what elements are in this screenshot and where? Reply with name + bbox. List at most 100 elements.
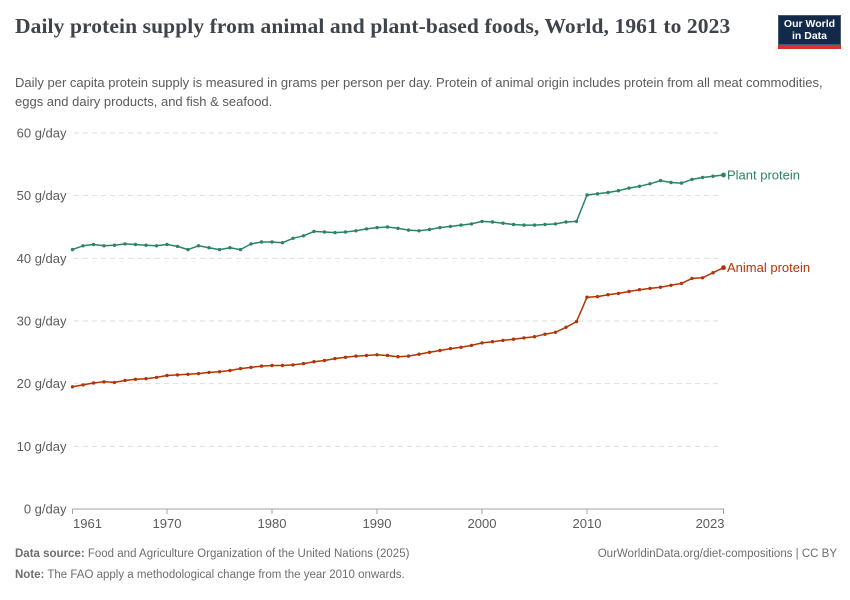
plant-protein-point-2014 — [627, 186, 631, 190]
animal-protein-point-1967 — [133, 377, 138, 381]
animal-protein-point-1981 — [280, 363, 285, 368]
animal-protein-point-2010 — [585, 295, 589, 299]
plant-protein-point-1973 — [196, 244, 201, 248]
animal-protein-point-2012 — [606, 293, 610, 297]
plant-protein-point-2003 — [511, 222, 516, 227]
animal-protein-point-1992 — [396, 355, 400, 359]
x-tick-label-1961: 1961 — [73, 516, 102, 531]
animal-protein-point-2009 — [574, 319, 579, 324]
plant-protein-point-2006 — [543, 222, 547, 227]
plant-protein-point-1987 — [343, 230, 348, 234]
animal-protein-point-1997 — [448, 346, 453, 351]
animal-protein-point-1990 — [375, 353, 379, 357]
plant-protein-point-1971 — [175, 244, 180, 249]
animal-protein-point-1976 — [228, 368, 232, 373]
animal-protein-line[interactable]: Animal protein — [70, 260, 810, 389]
animal-protein-point-1984 — [312, 360, 316, 364]
plant-protein-point-2017 — [658, 178, 663, 183]
plant-protein-point-1994 — [417, 229, 421, 233]
plant-protein-path — [72, 174, 724, 251]
animal-protein-point-1968 — [144, 377, 148, 381]
animal-protein-point-1998 — [459, 345, 463, 349]
animal-protein-path — [72, 267, 724, 388]
y-tick-label-50: 50 g/day — [17, 188, 67, 203]
plant-protein-point-1989 — [364, 227, 369, 231]
animal-protein-point-2005 — [532, 335, 537, 339]
animal-protein-point-1965 — [112, 380, 117, 385]
plant-protein-point-2001 — [490, 220, 495, 224]
animal-protein-point-2011 — [595, 294, 600, 299]
plant-protein-point-1999 — [469, 222, 474, 226]
plant-protein-point-2011 — [595, 192, 600, 196]
plant-protein-point-1981 — [280, 241, 285, 245]
animal-protein-point-1988 — [354, 354, 358, 358]
plant-protein-point-2013 — [616, 189, 621, 193]
owid-logo[interactable]: Our World in Data — [778, 15, 841, 49]
plant-protein-point-1997 — [448, 224, 453, 229]
animal-protein-point-2013 — [616, 291, 621, 296]
animal-protein-point-1994 — [417, 352, 421, 356]
animal-protein-point-1974 — [207, 370, 211, 375]
plant-protein-point-1969 — [154, 244, 159, 248]
chart-area: 10 g/day 20 g/day 30 g/day 40 g/day 50 g/day… — [0, 120, 850, 540]
animal-protein-point-2004 — [522, 336, 526, 340]
page-title: Daily protein supply from animal and pla… — [15, 14, 731, 38]
x-tick-label-2023: 2023 — [696, 516, 725, 531]
data-source-text: Data source: Food and Agriculture Organi… — [15, 547, 409, 562]
animal-protein-point-1986 — [333, 356, 337, 361]
owid-logo-line1: Our World — [783, 18, 836, 30]
plant-protein-point-2004 — [522, 223, 526, 227]
animal-protein-point-2006 — [543, 332, 547, 336]
plant-protein-point-2019 — [679, 181, 684, 185]
plant-protein-point-1977 — [238, 247, 243, 252]
animal-protein-point-1987 — [343, 355, 348, 359]
animal-protein-point-2019 — [679, 281, 684, 286]
animal-protein-point-1963 — [91, 381, 96, 385]
animal-protein-point-1962 — [81, 383, 85, 387]
animal-protein-point-1972 — [186, 372, 190, 376]
plant-protein-point-2023 — [721, 172, 726, 178]
animal-protein-point-2017 — [658, 285, 663, 289]
plant-protein-point-1968 — [144, 243, 148, 247]
animal-protein-point-2007 — [553, 330, 558, 334]
plant-protein-point-1993 — [406, 228, 411, 232]
y-tick-label-60: 60 g/day — [17, 125, 67, 140]
y-tick-label-40: 40 g/day — [17, 251, 67, 266]
plant-protein-point-2021 — [700, 175, 705, 180]
animal-protein-point-2003 — [511, 337, 516, 341]
plant-protein-point-1974 — [207, 246, 211, 250]
plant-protein-point-1986 — [333, 230, 337, 235]
animal-protein-point-1971 — [175, 373, 180, 377]
plant-protein-point-2010 — [585, 193, 589, 197]
note-label: Note: — [15, 569, 45, 581]
animal-protein-point-2016 — [648, 286, 652, 291]
x-tick-label-2000: 2000 — [468, 516, 497, 531]
plant-protein-point-2007 — [553, 222, 558, 226]
animal-protein-point-1982 — [291, 363, 295, 367]
x-tick-label-1990: 1990 — [363, 516, 392, 531]
plant-protein-point-1996 — [438, 225, 442, 230]
owid-citation-link[interactable]: OurWorldinData.org/diet-compositions | C… — [597, 548, 837, 560]
animal-protein-point-2020 — [690, 276, 694, 281]
animal-protein-point-2022 — [711, 271, 715, 275]
animal-protein-point-1979 — [259, 364, 264, 368]
animal-protein-point-1961 — [70, 385, 75, 389]
plant-protein-point-1972 — [186, 247, 190, 252]
plant-protein-point-1961 — [70, 247, 75, 252]
plant-protein-point-2016 — [648, 182, 652, 186]
plant-protein-point-1967 — [133, 242, 138, 247]
plant-protein-point-1966 — [123, 242, 127, 246]
plant-protein-point-1991 — [385, 225, 390, 229]
animal-protein-point-2023 — [721, 265, 726, 271]
data-source-value: Food and Agriculture Organization of the… — [84, 548, 410, 560]
y-tick-label-10: 10 g/day — [17, 439, 67, 454]
plant-protein-point-2009 — [574, 219, 579, 224]
animal-protein-point-2008 — [564, 325, 568, 329]
plant-protein-point-2015 — [637, 184, 642, 188]
footer-note: Note: The FAO apply a methodological cha… — [15, 568, 837, 583]
plant-protein-point-1990 — [375, 225, 379, 230]
animal-protein-point-1999 — [469, 343, 474, 348]
animal-protein-point-1989 — [364, 353, 369, 358]
plant-protein-point-2008 — [564, 220, 568, 224]
plant-protein-line[interactable]: Plant protein — [70, 167, 800, 252]
